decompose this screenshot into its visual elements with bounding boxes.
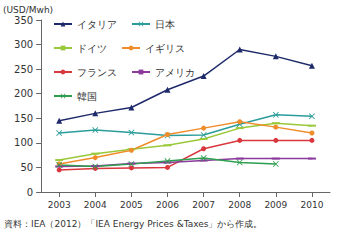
svg-text:アメリカ: アメリカ xyxy=(155,67,195,78)
svg-text:日本: 日本 xyxy=(155,19,175,30)
svg-text:200: 200 xyxy=(14,88,33,99)
svg-text:150: 150 xyxy=(14,113,33,124)
svg-text:0: 0 xyxy=(27,187,33,198)
svg-text:フランス: フランス xyxy=(77,67,117,78)
svg-text:100: 100 xyxy=(14,137,33,148)
svg-text:資料：IEA（2012）「IEA Energy Prices: 資料：IEA（2012）「IEA Energy Prices &Taxes」から… xyxy=(4,219,262,229)
svg-text:350: 350 xyxy=(14,15,33,26)
svg-text:50: 50 xyxy=(20,162,33,173)
svg-text:ドイツ: ドイツ xyxy=(77,43,107,54)
svg-text:250: 250 xyxy=(14,64,33,75)
svg-text:イタリア: イタリア xyxy=(77,19,117,30)
svg-text:2010: 2010 xyxy=(300,200,323,210)
svg-text:2006: 2006 xyxy=(156,200,179,210)
svg-text:2004: 2004 xyxy=(84,200,107,210)
svg-text:2009: 2009 xyxy=(264,200,287,210)
svg-text:2005: 2005 xyxy=(120,200,143,210)
svg-text:イギリス: イギリス xyxy=(145,43,185,54)
svg-text:韓国: 韓国 xyxy=(77,91,97,102)
svg-text:2003: 2003 xyxy=(48,200,71,210)
svg-text:(USD/Mwh): (USD/Mwh) xyxy=(3,5,53,15)
svg-text:2008: 2008 xyxy=(228,200,251,210)
svg-text:2007: 2007 xyxy=(192,200,215,210)
svg-text:300: 300 xyxy=(14,39,33,50)
